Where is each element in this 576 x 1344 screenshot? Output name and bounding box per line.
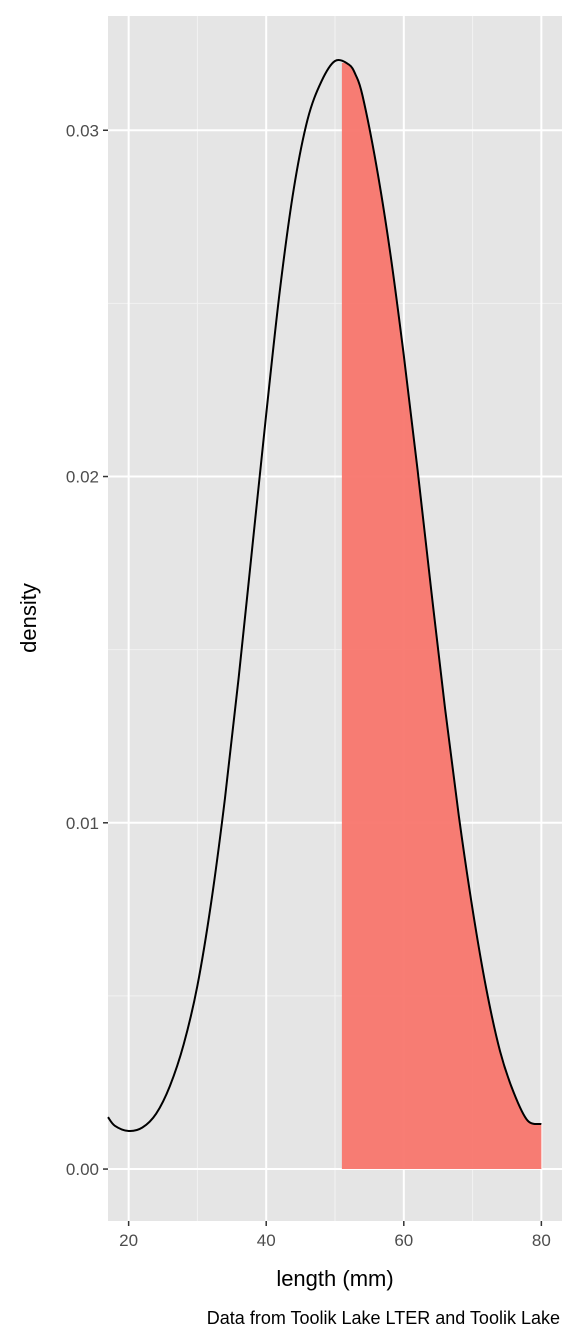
y-tick-label: 0.01 bbox=[66, 814, 99, 833]
x-axis-title: length (mm) bbox=[276, 1266, 393, 1291]
y-tick-label: 0.03 bbox=[66, 121, 99, 140]
x-tick-label: 80 bbox=[532, 1231, 551, 1250]
x-axis: 20 40 60 80 bbox=[119, 1221, 551, 1250]
shaded-density-area bbox=[341, 62, 542, 1170]
density-curve bbox=[107, 59, 542, 1133]
x-tick-label: 60 bbox=[394, 1231, 413, 1250]
y-axis: 0.00 0.01 0.02 0.03 bbox=[66, 121, 108, 1179]
x-tick-label: 20 bbox=[119, 1231, 138, 1250]
y-axis-title: density bbox=[16, 583, 41, 653]
x-tick-label: 40 bbox=[257, 1231, 276, 1250]
chart-caption: Data from Toolik Lake LTER and Toolik La… bbox=[207, 1308, 560, 1328]
y-tick-label: 0.02 bbox=[66, 468, 99, 487]
y-tick-label: 0.00 bbox=[66, 1160, 99, 1179]
